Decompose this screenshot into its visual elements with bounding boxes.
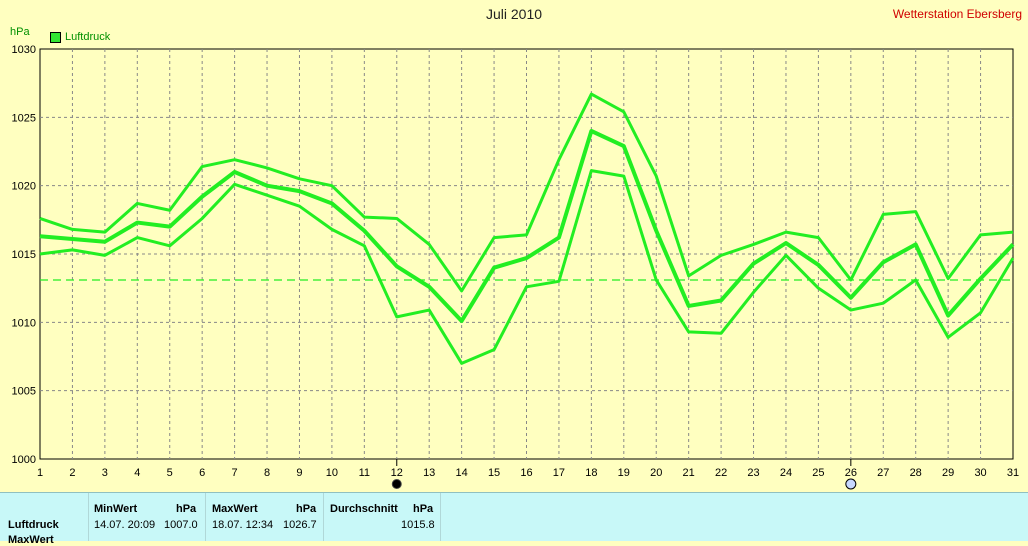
y-tick-label: 1015 — [12, 249, 36, 261]
x-tick-label: 9 — [296, 467, 302, 479]
min-header: MinWert — [94, 503, 138, 515]
x-tick-label: 5 — [167, 467, 173, 479]
x-tick-label: 27 — [877, 467, 889, 479]
max-value: 1026.7 — [283, 519, 317, 531]
min-unit: hPa — [176, 503, 197, 515]
min-time: 14.07. 20:09 — [94, 519, 156, 531]
y-tick-label: 1020 — [12, 181, 36, 193]
series-line-max — [39, 92, 1014, 293]
x-tick-label: 11 — [359, 467, 370, 479]
x-tick-label: 14 — [456, 467, 468, 479]
x-tick-label: 7 — [232, 467, 238, 479]
row-label: Luftdruck — [8, 519, 59, 531]
avg-unit: hPa — [413, 503, 434, 515]
max-unit: hPa — [296, 503, 317, 515]
series-line-avg — [39, 129, 1015, 323]
chart-title: Juli 2010 — [485, 6, 543, 22]
avg-header: Durchschnitt — [330, 503, 398, 515]
x-tick-label: 6 — [199, 467, 205, 479]
x-tick-label: 8 — [264, 467, 270, 479]
x-tick-label: 29 — [942, 467, 954, 479]
y-tick-label: 1030 — [12, 44, 36, 56]
x-axis: 1 2 3 4 5 6 7 8 9 10 11 12 13 14 15 16 17 18 19 20 21 22 23 24 2… — [37, 467, 1019, 479]
max-header: MaxWert — [212, 503, 258, 515]
x-tick-label: 20 — [650, 467, 662, 479]
y-tick-label: 1000 — [12, 454, 36, 466]
legend-label: Luftdruck — [65, 31, 111, 43]
x-tick-label: 30 — [974, 467, 986, 479]
x-tick-label: 21 — [683, 467, 695, 479]
x-tick-label: 22 — [715, 467, 727, 479]
x-tick-label: 18 — [585, 467, 597, 479]
x-tick-label: 26 — [845, 467, 857, 479]
x-tick-label: 12 — [391, 467, 403, 479]
x-tick-label: 16 — [520, 467, 532, 479]
series-line-min — [39, 169, 1015, 365]
max-time: 18.07. 12:34 — [212, 519, 274, 531]
legend: Luftdruck — [50, 31, 110, 43]
station-name: Wetterstation Ebersberg — [892, 7, 1022, 21]
y-unit-label: hPa — [10, 26, 30, 38]
x-tick-label: 23 — [747, 467, 759, 479]
x-tick-label: 28 — [910, 467, 922, 479]
x-tick-label: 2 — [69, 467, 75, 479]
series-group — [39, 92, 1015, 365]
y-tick-label: 1025 — [12, 112, 36, 124]
y-tick-label: 1010 — [12, 317, 36, 329]
avg-value: 1015.8 — [401, 519, 435, 531]
y-tick-label: 1005 — [12, 386, 36, 398]
stats-footer: Luftdruck MaxWert MinWert hPa 14.07. 20:… — [0, 492, 1028, 546]
row-label-next: MaxWert — [8, 534, 54, 546]
x-tick-label: 13 — [423, 467, 435, 479]
legend-swatch — [50, 31, 61, 43]
min-value: 1007.0 — [164, 519, 198, 531]
x-tick-label: 3 — [102, 467, 108, 479]
x-tick-label: 25 — [812, 467, 824, 479]
x-tick-label: 24 — [780, 467, 792, 479]
x-tick-label: 19 — [618, 467, 630, 479]
moon-markers — [391, 459, 857, 490]
new-moon-icon — [391, 479, 402, 489]
x-tick-label: 4 — [134, 467, 140, 479]
x-tick-label: 15 — [488, 467, 500, 479]
x-tick-label: 10 — [326, 467, 338, 479]
y-axis: 1000 1005 1010 1015 1020 1025 1030 — [12, 44, 36, 466]
full-moon-icon — [845, 478, 857, 490]
x-tick-label: 17 — [553, 467, 565, 479]
x-tick-label: 31 — [1007, 467, 1019, 479]
x-tick-label: 1 — [37, 467, 43, 479]
